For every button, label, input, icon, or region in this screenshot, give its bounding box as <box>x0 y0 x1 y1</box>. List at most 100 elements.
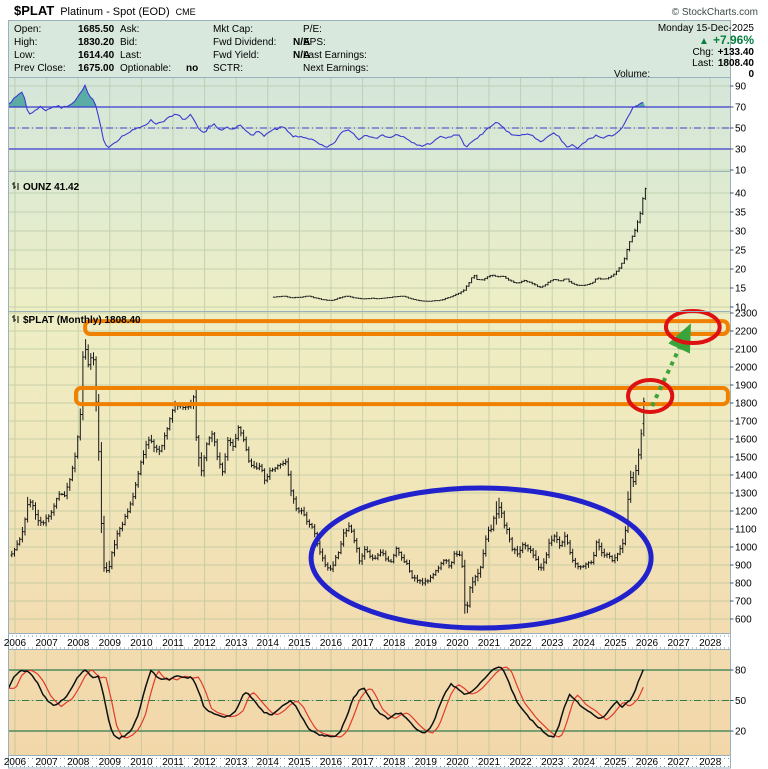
quote-label: Open: <box>14 24 42 35</box>
svg-text:1900: 1900 <box>735 381 758 392</box>
svg-text:2017: 2017 <box>351 757 374 768</box>
quote-value: 1685.50 <box>78 24 115 35</box>
svg-text:2022: 2022 <box>509 638 532 649</box>
annotation-green-arrow <box>650 323 691 407</box>
svg-text:1100: 1100 <box>735 525 757 536</box>
quote-row: Low: 1614.40 <box>14 49 114 62</box>
quote-panel: Open: 1685.50 High: 1830.20 Low: 1614.40 Prev … <box>0 23 768 77</box>
instrument-name: Platinum - Spot (EOD) <box>60 6 170 18</box>
quote-value: no <box>186 63 199 74</box>
last-value: 1808.40 <box>717 58 754 69</box>
rsi-overbought-fill <box>8 85 646 107</box>
quote-panel-background <box>9 21 730 77</box>
svg-text:900: 900 <box>735 561 752 572</box>
quote-label: Optionable: <box>120 63 172 74</box>
svg-text:2012: 2012 <box>193 638 216 649</box>
svg-text:2013: 2013 <box>225 638 248 649</box>
svg-text:2027: 2027 <box>667 638 690 649</box>
x-axis-strip <box>9 633 730 650</box>
svg-text:2026: 2026 <box>636 757 659 768</box>
quote-label: Fwd Yield: <box>213 50 260 61</box>
quote-value: 1614.40 <box>78 50 115 61</box>
plot-background <box>9 78 730 755</box>
svg-text:OUNZ 41.42: OUNZ 41.42 <box>23 182 80 193</box>
svg-text:2028: 2028 <box>699 757 722 768</box>
svg-text:2021: 2021 <box>478 757 501 768</box>
ounz-label: OUNZ 41.42 <box>12 182 80 193</box>
svg-text:2024: 2024 <box>573 638 596 649</box>
pct-value: +7.96% <box>712 33 754 47</box>
annotation-resistance-upper <box>83 319 730 337</box>
plat-panel <box>10 339 646 614</box>
svg-text:1300: 1300 <box>735 489 758 500</box>
quote-column: Ask: Bid: Last: Optionable: no <box>120 23 198 75</box>
plat-label: $PLAT (Monthly) 1808.40 <box>12 315 141 326</box>
quote-column: Mkt Cap: Fwd Dividend: N/A Fwd Yield: N/A SCT… <box>213 23 310 75</box>
volume-row: Volume: 0 <box>614 69 754 80</box>
up-triangle-icon: ▲ <box>699 36 709 47</box>
svg-text:2020: 2020 <box>446 638 469 649</box>
svg-text:2015: 2015 <box>288 757 311 768</box>
svg-text:2025: 2025 <box>604 757 627 768</box>
rsi-line <box>8 83 644 150</box>
quote-row: Open: 1685.50 <box>14 23 114 36</box>
svg-text:10: 10 <box>735 303 747 314</box>
quote-label: Last: <box>120 50 142 61</box>
annotation-resistance-lower <box>73 386 730 407</box>
svg-text:2027: 2027 <box>667 757 690 768</box>
symbol: $PLAT <box>14 3 55 18</box>
svg-text:2015: 2015 <box>288 638 311 649</box>
svg-text:2007: 2007 <box>35 757 58 768</box>
svg-text:2100: 2100 <box>735 345 758 356</box>
svg-text:2018: 2018 <box>383 638 406 649</box>
svg-text:25: 25 <box>735 246 747 257</box>
quote-label: Next Earnings: <box>303 63 369 74</box>
svg-text:2020: 2020 <box>446 757 469 768</box>
quote-label: Ask: <box>120 24 140 35</box>
svg-text:2006: 2006 <box>4 638 27 649</box>
svg-text:2019: 2019 <box>415 638 438 649</box>
svg-text:2014: 2014 <box>257 757 280 768</box>
svg-text:1800: 1800 <box>735 399 758 410</box>
svg-text:1500: 1500 <box>735 453 758 464</box>
watermark: © StockCharts.com <box>671 7 758 18</box>
stoch-black-line <box>8 666 644 740</box>
panel-borders <box>8 20 731 769</box>
quote-label: Prev Close: <box>14 63 66 74</box>
svg-text:35: 35 <box>735 208 747 219</box>
quote-date: Monday 15-Dec-2025 <box>657 23 754 34</box>
svg-text:2010: 2010 <box>130 638 153 649</box>
svg-text:1000: 1000 <box>735 543 758 554</box>
quote-label: Last Earnings: <box>303 50 367 61</box>
quote-label: Bid: <box>120 37 138 48</box>
svg-text:50: 50 <box>735 696 747 707</box>
quote-label: P/E: <box>303 24 322 35</box>
svg-text:2012: 2012 <box>193 757 216 768</box>
svg-text:$PLAT (Monthly) 1808.40: $PLAT (Monthly) 1808.40 <box>23 315 141 326</box>
svg-text:2300: 2300 <box>735 309 758 320</box>
svg-text:2026: 2026 <box>636 638 659 649</box>
quote-label: Mkt Cap: <box>213 24 254 35</box>
volume-value: 0 <box>748 69 754 80</box>
quote-row: Bid: <box>120 36 198 49</box>
quote-row: Fwd Dividend: N/A <box>213 36 310 49</box>
svg-text:2028: 2028 <box>699 638 722 649</box>
last-label: Last: <box>692 58 714 69</box>
last-row: Last: 1808.40 <box>614 58 754 69</box>
svg-text:2021: 2021 <box>478 638 501 649</box>
quote-row: EPS: <box>303 36 385 49</box>
svg-text:40: 40 <box>735 189 747 200</box>
chg-label: Chg: <box>692 47 714 58</box>
quote-value: N/A <box>293 50 311 61</box>
x-axis-labels: 2006 2006 2007 2007 2008 2008 2009 2009 2010 2010… <box>4 638 722 768</box>
svg-text:30: 30 <box>735 145 747 156</box>
svg-text:2018: 2018 <box>383 757 406 768</box>
quote-row: Optionable: no <box>120 62 198 75</box>
axis-tick-dots <box>8 635 730 767</box>
quote-row: Next Earnings: <box>303 62 385 75</box>
svg-text:2011: 2011 <box>162 757 184 768</box>
ohlc-chart-type-icon <box>12 182 19 190</box>
quote-label: Low: <box>14 50 36 61</box>
svg-text:2024: 2024 <box>573 757 596 768</box>
